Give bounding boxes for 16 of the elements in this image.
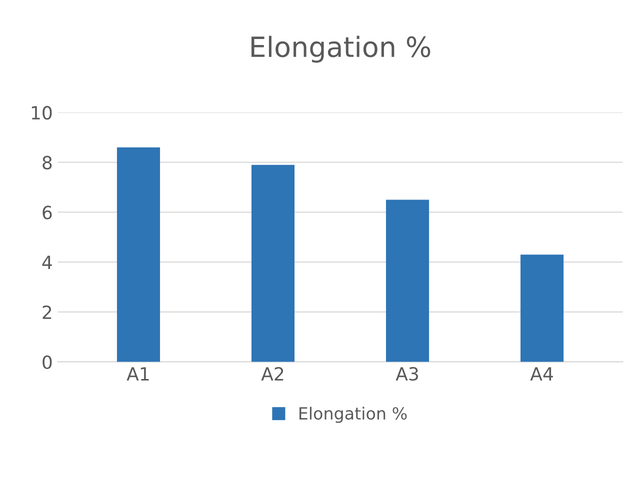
y-tick-label: 0 [42,355,52,369]
y-tick-label: 4 [42,256,52,269]
x-tick-label: A1 [126,367,149,380]
x-tick-label: A2 [261,367,284,380]
x-tick-label: A3 [396,367,418,381]
x-tick-label: A4 [530,367,553,380]
y-tick-label: 6 [42,206,52,220]
chart-title: Elongation % [252,36,430,63]
y-tick-label: 10 [32,106,52,120]
y-tick-label: 2 [42,305,52,319]
bar [116,147,160,362]
bar [251,164,295,362]
bar [386,200,430,362]
legend-label: Elongation % [300,406,407,423]
y-tick-label: 8 [42,156,52,170]
bar [520,254,564,362]
